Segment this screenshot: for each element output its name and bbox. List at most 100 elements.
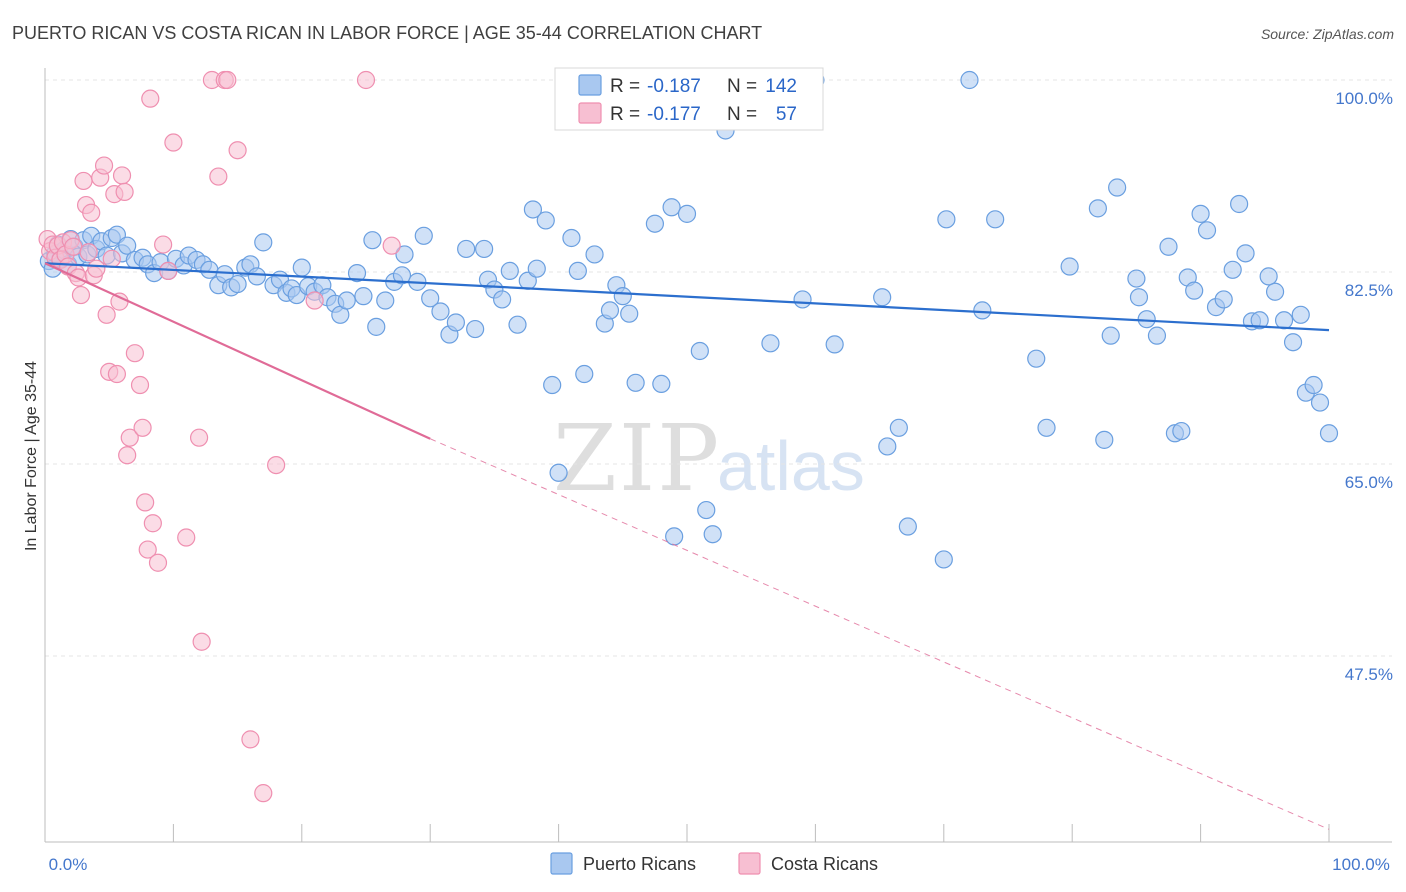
- point-puerto-ricans-135: [1197, 221, 1217, 240]
- legend-r-value-puerto-ricans: -0.187: [647, 76, 701, 97]
- point-costa-ricans-49: [218, 70, 237, 90]
- legend-r-value-costa-ricans: -0.177: [647, 104, 701, 125]
- point-puerto-ricans-117: [986, 210, 1005, 229]
- point-puerto-ricans-118: [1027, 349, 1046, 368]
- point-puerto-ricans-108: [825, 335, 844, 354]
- watermark-zip: ZIP: [553, 405, 721, 512]
- point-puerto-ricans-72: [493, 290, 512, 309]
- point-costa-ricans-29: [115, 182, 134, 202]
- point-costa-ricans-37: [141, 89, 160, 108]
- point-costa-ricans-14: [74, 171, 93, 191]
- point-puerto-ricans-81: [562, 228, 581, 248]
- point-puerto-ricans-92: [652, 374, 671, 394]
- gridlines: [45, 79, 1392, 657]
- point-costa-ricans-51: [241, 730, 260, 749]
- point-puerto-ricans-95: [677, 204, 697, 223]
- point-puerto-ricans-127: [1137, 310, 1156, 329]
- point-costa-ricans-10: [64, 237, 83, 256]
- point-costa-ricans-39: [148, 553, 168, 572]
- point-puerto-ricans-144: [1265, 282, 1285, 301]
- point-puerto-ricans-67: [457, 239, 476, 259]
- point-puerto-ricans-64: [431, 302, 450, 321]
- point-puerto-ricans-62: [414, 226, 433, 245]
- trend-line-puerto-ricans: [44, 262, 1330, 332]
- bottom-legend-swatch-puerto-ricans: [550, 852, 573, 875]
- point-puerto-ricans-147: [1291, 305, 1310, 324]
- point-costa-ricans-31: [120, 428, 139, 447]
- chart-source: Source: ZipAtlas.com: [1261, 26, 1394, 42]
- point-puerto-ricans-145: [1274, 311, 1294, 330]
- point-puerto-ricans-129: [1159, 237, 1178, 256]
- point-puerto-ricans-151: [1319, 424, 1339, 443]
- legend-n-label-puerto-ricans: N =: [727, 76, 757, 97]
- legend-n-value-puerto-ricans: 142: [765, 76, 797, 97]
- point-costa-ricans-54: [305, 291, 324, 310]
- point-puerto-ricans-149: [1304, 375, 1323, 395]
- point-costa-ricans-43: [177, 528, 196, 547]
- point-costa-ricans-27: [110, 292, 129, 311]
- point-costa-ricans-38: [143, 514, 162, 533]
- point-costa-ricans-21: [94, 156, 114, 175]
- point-puerto-ricans-59: [392, 266, 412, 285]
- legend-swatch-puerto-ricans: [578, 74, 602, 96]
- point-costa-ricans-32: [125, 344, 144, 363]
- point-puerto-ricans-77: [527, 259, 546, 278]
- point-costa-ricans-50: [228, 141, 247, 160]
- point-puerto-ricans-78: [536, 211, 555, 230]
- point-puerto-ricans-84: [585, 245, 604, 264]
- bottom-legend: Puerto Ricans Costa Ricans: [550, 852, 878, 875]
- point-puerto-ricans-45: [292, 258, 311, 277]
- y-tick-label-65: 65.0%: [1345, 473, 1393, 492]
- legend-r-label-costa-ricans: R =: [610, 104, 640, 125]
- y-axis-label: In Labor Force | Age 35-44: [23, 361, 40, 551]
- point-puerto-ricans-138: [1223, 260, 1242, 279]
- legend-n-label-costa-ricans: N =: [727, 104, 757, 125]
- point-puerto-ricans-63: [421, 289, 440, 308]
- point-puerto-ricans-57: [376, 291, 395, 310]
- chart-title: PUERTO RICAN VS COSTA RICAN IN LABOR FOR…: [12, 23, 762, 43]
- point-puerto-ricans-82: [568, 261, 587, 281]
- x-tick-label-0: 0.0%: [49, 855, 88, 874]
- point-puerto-ricans-96: [690, 341, 709, 361]
- point-puerto-ricans-66: [446, 313, 465, 332]
- y-tick-label-100: 100.0%: [1335, 89, 1393, 108]
- point-puerto-ricans-89: [620, 304, 639, 323]
- y-tick-labels: 47.5% 65.0% 82.5% 100.0%: [1335, 89, 1393, 684]
- point-costa-ricans-33: [130, 375, 150, 395]
- top-legend: R = -0.187 N = 142 R = -0.177 N = 57: [554, 67, 824, 131]
- axes: [44, 68, 1392, 843]
- point-puerto-ricans-134: [1191, 204, 1210, 223]
- point-puerto-ricans-54: [354, 287, 373, 306]
- point-costa-ricans-17: [82, 203, 101, 222]
- point-puerto-ricans-91: [645, 214, 665, 233]
- point-puerto-ricans-120: [1060, 257, 1079, 276]
- point-puerto-ricans-69: [475, 239, 494, 259]
- point-puerto-ricans-126: [1129, 288, 1149, 307]
- point-puerto-ricans-114: [937, 210, 956, 229]
- point-costa-ricans-42: [164, 133, 183, 152]
- point-costa-ricans-28: [112, 166, 132, 185]
- point-puerto-ricans-88: [613, 287, 632, 306]
- point-puerto-ricans-131: [1172, 421, 1191, 441]
- point-puerto-ricans-116: [973, 301, 992, 320]
- point-puerto-ricans-39: [254, 233, 273, 252]
- point-puerto-ricans-137: [1214, 290, 1233, 309]
- point-puerto-ricans-97: [697, 500, 716, 520]
- point-puerto-ricans-122: [1095, 430, 1114, 449]
- point-puerto-ricans-90: [626, 373, 645, 392]
- x-tick-label-100: 100.0%: [1332, 855, 1390, 874]
- point-puerto-ricans-110: [878, 437, 897, 456]
- point-puerto-ricans-106: [793, 290, 812, 309]
- trend-lines: [44, 262, 1330, 830]
- point-puerto-ricans-52: [337, 291, 356, 310]
- point-puerto-ricans-56: [367, 317, 386, 336]
- legend-n-value-costa-ricans: 57: [776, 104, 797, 125]
- point-puerto-ricans-140: [1236, 244, 1255, 263]
- point-puerto-ricans-76: [523, 200, 543, 219]
- point-puerto-ricans-115: [960, 70, 979, 90]
- point-puerto-ricans-68: [466, 319, 485, 339]
- point-puerto-ricans-38: [247, 267, 266, 286]
- point-costa-ricans-19: [87, 259, 106, 278]
- point-costa-ricans-22: [97, 305, 116, 324]
- point-puerto-ricans-112: [898, 517, 917, 536]
